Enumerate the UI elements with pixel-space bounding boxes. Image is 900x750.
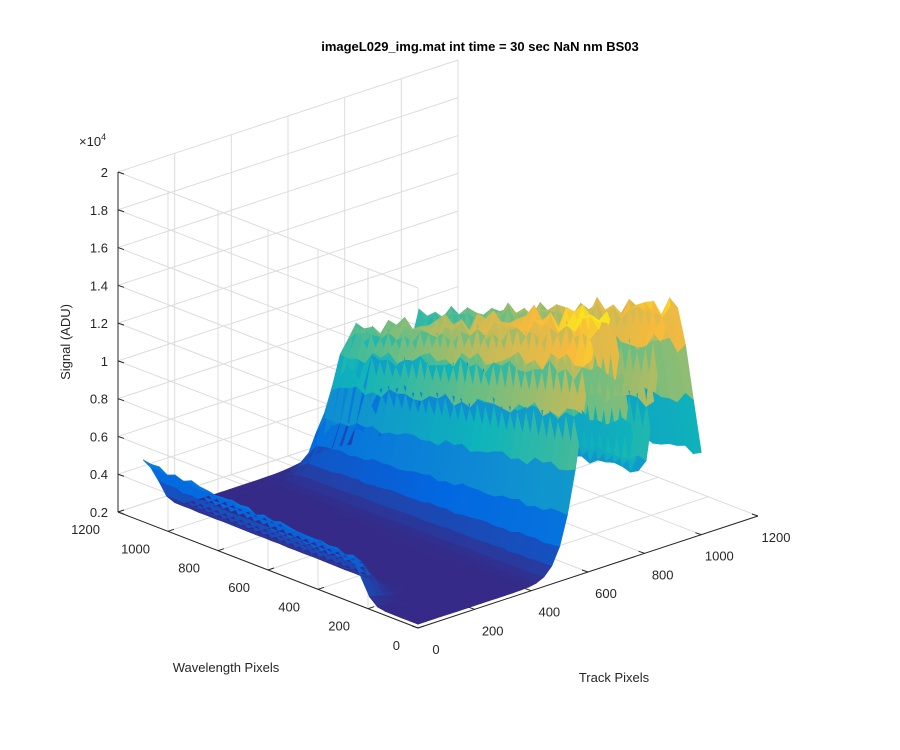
z-tick-label: 1.4 — [90, 278, 108, 293]
z-tick-mark — [117, 435, 125, 439]
x-tick-mark — [638, 550, 645, 554]
y-tick-mark — [117, 509, 125, 513]
z-tick-label: 0.8 — [90, 392, 108, 407]
z-tick-label: 1 — [101, 354, 108, 369]
z-tick-mark — [117, 322, 125, 326]
y-tick-label: 600 — [228, 580, 250, 595]
x-tick-label: 800 — [652, 567, 674, 582]
y-tick-label: 400 — [278, 599, 300, 614]
z-tick-mark — [117, 398, 125, 402]
y-tick-mark — [217, 548, 225, 552]
surface-layer — [142, 296, 702, 625]
x-tick-label: 200 — [482, 623, 504, 638]
x-tick-mark — [411, 625, 419, 629]
y-tick-label: 200 — [328, 619, 350, 634]
x-tick-label: 600 — [595, 586, 617, 601]
grid-line-z-left — [117, 171, 419, 289]
grid-line-z-right — [117, 59, 459, 173]
grid-line-z-right — [117, 248, 459, 362]
grid-line-z-right — [117, 135, 459, 249]
x-tick-label: 1200 — [762, 530, 791, 545]
grid-line-z-right — [117, 97, 459, 211]
z-tick-label: 1.2 — [90, 316, 108, 331]
label-layer: Track Pixels Wavelength Pixels Signal (A… — [58, 132, 650, 685]
x-tick-mark — [695, 532, 702, 536]
z-tick-label: 0.6 — [90, 429, 108, 444]
z-tick-mark — [117, 171, 125, 175]
x-tick-label: 1000 — [705, 549, 734, 564]
z-exponent: ×104 — [79, 132, 106, 149]
y-tick-mark — [417, 625, 425, 629]
y-tick-mark — [267, 567, 275, 571]
z-exponent-base: ×10 — [79, 134, 101, 149]
surface-patch — [685, 392, 702, 455]
y-axis-label: Wavelength Pixels — [173, 660, 280, 675]
y-tick-label: 1200 — [71, 522, 100, 537]
z-tick-mark — [117, 473, 125, 477]
grid-line-z-left — [117, 209, 419, 327]
z-tick-mark — [117, 284, 125, 288]
z-tick-mark — [117, 511, 125, 515]
grid-line-z-right — [117, 210, 459, 324]
z-tick-mark — [117, 247, 125, 251]
y-tick-mark — [367, 606, 375, 610]
z-tick-label: 1.6 — [90, 241, 108, 256]
z-tick-mark — [117, 209, 125, 213]
z-tick-label: 0.2 — [90, 505, 108, 520]
chart-title: imageL029_img.mat int time = 30 sec NaN … — [321, 39, 639, 54]
grid-line-z-right — [117, 286, 459, 400]
y-tick-label: 0 — [393, 638, 400, 653]
x-tick-label: 0 — [432, 642, 439, 657]
z-tick-label: 1.8 — [90, 203, 108, 218]
x-axis-label: Track Pixels — [579, 670, 650, 685]
y-tick-label: 1000 — [121, 541, 150, 556]
z-tick-label: 0.4 — [90, 467, 108, 482]
y-tick-mark — [317, 586, 325, 590]
axis-layer: 0200400600800100012000200400600800100012… — [71, 165, 790, 657]
y-tick-label: 800 — [178, 561, 200, 576]
y-tick-mark — [167, 528, 175, 532]
x-tick-mark — [581, 569, 589, 573]
z-axis-label: Signal (ADU) — [58, 304, 73, 380]
grid-line-z-right — [117, 172, 459, 286]
x-tick-mark — [525, 588, 532, 592]
z-exponent-power: 4 — [101, 132, 106, 142]
z-tick-mark — [117, 360, 125, 364]
z-tick-label: 2 — [101, 165, 108, 180]
x-tick-mark — [751, 513, 759, 517]
x-tick-mark — [468, 606, 475, 610]
x-tick-label: 400 — [538, 605, 560, 620]
